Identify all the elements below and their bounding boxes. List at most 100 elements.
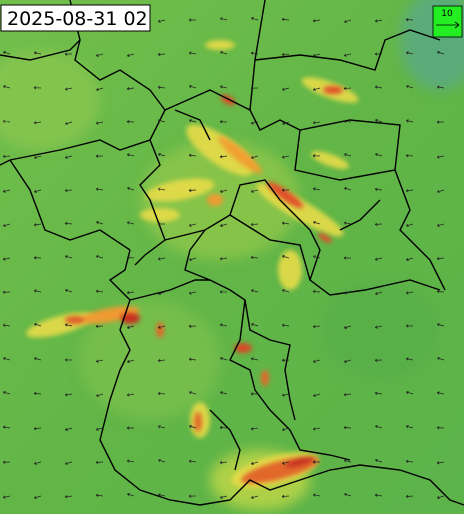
wind-arrow: [250, 51, 259, 55]
intense-cells: [65, 86, 343, 484]
wind-arrow: [374, 187, 383, 191]
wind-arrow: [436, 256, 445, 261]
wind-arrow: [188, 291, 197, 295]
wind-arrow: [3, 223, 11, 228]
wind-arrow: [405, 425, 414, 429]
wind-arrow: [33, 426, 42, 431]
wind-arrow: [436, 289, 445, 294]
wind-arrow: [188, 153, 197, 157]
wind-arrow: [219, 257, 228, 261]
wind-arrow: [219, 17, 228, 21]
wind-arrow: [126, 256, 135, 260]
wind-arrow: [2, 85, 11, 89]
wind-arrow: [219, 290, 228, 294]
wind-arrow: [281, 52, 290, 57]
wind-arrow: [436, 223, 445, 227]
wind-arrow: [312, 154, 321, 158]
wind-arrow: [375, 291, 383, 296]
wind-arrow: [375, 425, 383, 429]
wind-arrow: [157, 359, 166, 363]
wind-arrow: [281, 461, 290, 465]
wind-arrow: [436, 426, 445, 430]
wind-arrow: [219, 85, 228, 89]
wind-arrow: [96, 87, 104, 91]
wind-arrow: [34, 155, 42, 159]
wind-arrow: [374, 19, 383, 23]
wind-arrow: [219, 460, 228, 465]
wind-arrow: [2, 425, 11, 429]
wind-arrow: [343, 153, 352, 157]
wind-arrow: [344, 19, 352, 24]
wind-arrow: [126, 393, 135, 397]
wind-arrow: [126, 426, 135, 430]
wind-arrow: [312, 19, 321, 23]
wind-arrow: [220, 50, 228, 55]
wind-arrow: [65, 461, 73, 465]
wind-arrow: [157, 222, 166, 226]
wind-arrow: [343, 291, 352, 295]
wind-arrow: [250, 255, 259, 260]
wind-arrow: [312, 427, 321, 431]
wind-arrow: [126, 120, 135, 124]
wind-arrow: [374, 85, 383, 89]
wind-arrow: [344, 359, 352, 363]
wind-arrow: [2, 323, 11, 327]
wind-arrow: [406, 223, 414, 227]
wind-arrow: [95, 359, 104, 363]
wind-arrow: [437, 51, 445, 55]
wind-arrow: [344, 492, 352, 497]
wind-arrow: [127, 493, 135, 497]
wind-arrow: [157, 52, 166, 56]
wind-arrow: [2, 290, 11, 294]
wind-arrow: [127, 53, 135, 57]
timestamp-box: [0, 4, 151, 32]
wind-arrow: [33, 223, 42, 227]
wind-arrow: [96, 255, 104, 259]
wind-arrow: [281, 17, 290, 22]
yellow-bands: [26, 40, 359, 488]
wind-arrow: [343, 53, 352, 57]
wind-arrow: [251, 323, 259, 327]
wind-arrow: [188, 119, 197, 123]
wind-arrow: [406, 257, 414, 261]
wind-arrow: [250, 357, 259, 361]
wind-arrow: [64, 52, 73, 56]
wind-arrow: [312, 255, 321, 259]
wind-arrow: [219, 120, 228, 124]
wind-arrow: [312, 359, 321, 363]
wind-arrow: [374, 358, 383, 362]
wind-arrow: [250, 427, 259, 431]
wind-arrow: [344, 187, 352, 191]
wind-arrow: [281, 87, 290, 91]
wind-arrow: [95, 187, 104, 191]
wind-arrow: [126, 459, 135, 463]
wind-arrow: [219, 495, 228, 499]
wind-arrow: [281, 188, 290, 192]
wind-arrow: [188, 18, 197, 22]
wind-arrow: [189, 425, 197, 429]
wind-arrow: [281, 155, 290, 159]
wind-arrow: [281, 358, 290, 362]
wind-arrow: [64, 393, 73, 397]
wind-arrow: [250, 189, 259, 193]
wind-arrow: [2, 495, 11, 499]
wind-arrow: [281, 221, 290, 225]
wind-arrow: [157, 493, 166, 497]
wind-arrow: [127, 359, 135, 363]
wind-arrow: [188, 324, 197, 328]
wind-arrow: [33, 461, 42, 465]
wind-arrow: [126, 291, 135, 295]
wind-arrow: [2, 189, 11, 193]
wind-arrow: [64, 87, 73, 91]
wind-arrow: [405, 494, 414, 499]
wind-arrow: [436, 461, 445, 465]
wind-arrow: [343, 221, 352, 225]
wind-arrow: [282, 255, 290, 259]
wind-arrow: [282, 121, 290, 125]
wind-arrow: [33, 121, 42, 125]
wind-arrow: [95, 289, 104, 293]
wind-arrow: [64, 255, 73, 259]
wind-arrow: [127, 186, 135, 191]
